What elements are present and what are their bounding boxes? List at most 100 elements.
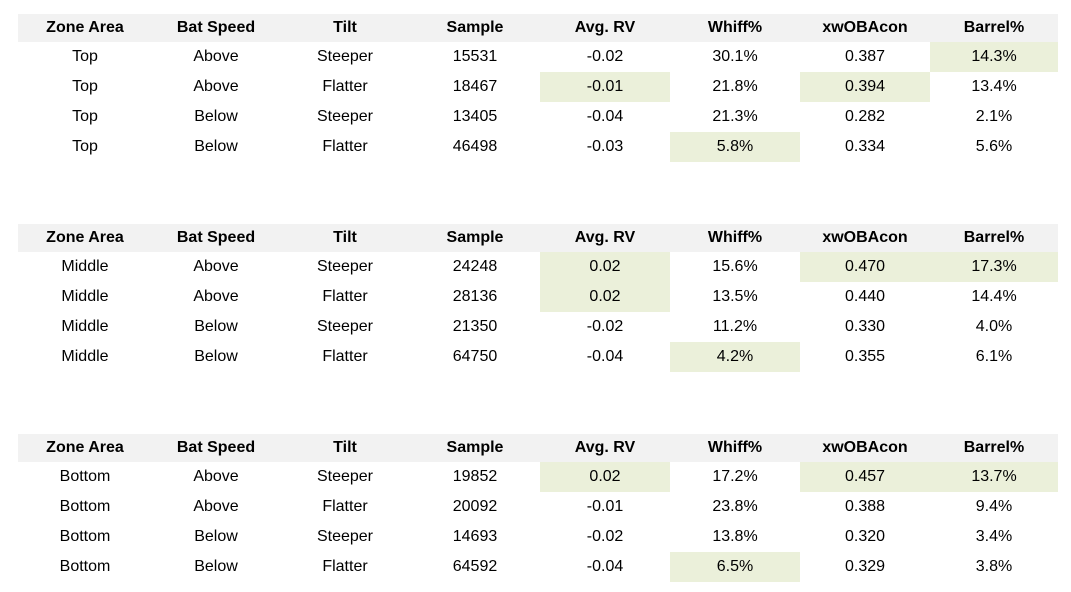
stats-table-top: Zone Area Bat Speed Tilt Sample Avg. RV Whiff… (18, 14, 1058, 162)
table-row: Middle Below Steeper 21350 -0.02 11.2% 0.330 4.… (18, 312, 1058, 342)
cell-barrel-pct: 9.4% (975, 498, 1013, 515)
cell-avg-rv: -0.01 (540, 72, 670, 102)
cell-bat-speed: Above (193, 498, 239, 515)
cell-whiff-pct: 23.8% (712, 498, 758, 515)
cell-barrel-pct: 4.0% (975, 318, 1013, 335)
cell-zone-area: Top (72, 108, 98, 125)
cell-bat-speed: Above (193, 468, 239, 485)
cell-sample: 64592 (452, 558, 498, 575)
cell-tilt: Flatter (322, 288, 368, 305)
cell-whiff-pct: 15.6% (712, 258, 758, 275)
table-row: Top Above Flatter 18467 -0.01 21.8% 0.394 13.4% (18, 72, 1058, 102)
cell-xwobacon: 0.457 (800, 462, 930, 492)
cell-sample: 46498 (452, 138, 498, 155)
stats-table-bottom: Zone Area Bat Speed Tilt Sample Avg. RV Whiff… (18, 434, 1058, 582)
tables-container: Zone Area Bat Speed Tilt Sample Avg. RV Whiff… (0, 14, 1071, 582)
column-header-tilt: Tilt (280, 224, 410, 252)
cell-tilt: Flatter (322, 138, 368, 155)
cell-xwobacon: 0.329 (844, 558, 886, 575)
column-header-avg-rv: Avg. RV (540, 434, 670, 462)
cell-sample: 19852 (452, 468, 498, 485)
cell-bat-speed: Above (193, 78, 239, 95)
cell-zone-area: Bottom (59, 528, 111, 545)
cell-barrel-pct: 2.1% (975, 108, 1013, 125)
column-header-avg-rv: Avg. RV (540, 224, 670, 252)
cell-avg-rv: -0.02 (586, 48, 624, 65)
column-header-bat-speed: Bat Speed (152, 224, 280, 252)
cell-avg-rv: -0.03 (586, 138, 624, 155)
cell-barrel-pct: 14.3% (930, 42, 1058, 72)
cell-zone-area: Top (72, 138, 98, 155)
cell-tilt: Steeper (316, 258, 374, 275)
cell-barrel-pct: 14.4% (971, 288, 1017, 305)
column-header-xwobacon: xwOBAcon (800, 224, 930, 252)
column-header-sample: Sample (410, 434, 540, 462)
column-header-barrel-pct: Barrel% (930, 434, 1058, 462)
cell-whiff-pct: 11.2% (712, 318, 758, 335)
cell-zone-area: Middle (61, 318, 109, 335)
cell-tilt: Steeper (316, 528, 374, 545)
column-header-xwobacon: xwOBAcon (800, 14, 930, 42)
cell-barrel-pct: 17.3% (930, 252, 1058, 282)
column-header-whiff-pct: Whiff% (670, 434, 800, 462)
cell-xwobacon: 0.388 (844, 498, 886, 515)
table-row: Top Below Flatter 46498 -0.03 5.8% 0.334 5.6% (18, 132, 1058, 162)
cell-sample: 20092 (452, 498, 498, 515)
header-row-bottom: Zone Area Bat Speed Tilt Sample Avg. RV Whiff… (18, 434, 1058, 462)
column-header-tilt: Tilt (280, 434, 410, 462)
cell-sample: 18467 (452, 78, 498, 95)
cell-xwobacon: 0.320 (844, 528, 886, 545)
cell-whiff-pct: 13.8% (712, 528, 758, 545)
cell-avg-rv: -0.02 (586, 528, 624, 545)
cell-tilt: Steeper (316, 108, 374, 125)
cell-whiff-pct: 21.8% (712, 78, 758, 95)
column-header-tilt: Tilt (280, 14, 410, 42)
cell-barrel-pct: 3.8% (975, 558, 1013, 575)
cell-barrel-pct: 13.7% (930, 462, 1058, 492)
cell-barrel-pct: 5.6% (975, 138, 1013, 155)
header-row-top: Zone Area Bat Speed Tilt Sample Avg. RV Whiff… (18, 14, 1058, 42)
table-row: Middle Above Flatter 28136 0.02 13.5% 0.440 14.… (18, 282, 1058, 312)
cell-zone-area: Top (72, 48, 98, 65)
cell-barrel-pct: 6.1% (975, 348, 1013, 365)
cell-bat-speed: Below (194, 348, 238, 365)
cell-sample: 14693 (452, 528, 498, 545)
column-header-bat-speed: Bat Speed (152, 14, 280, 42)
column-header-barrel-pct: Barrel% (930, 224, 1058, 252)
column-header-zone-area: Zone Area (18, 224, 152, 252)
cell-whiff-pct: 17.2% (712, 468, 758, 485)
cell-bat-speed: Above (193, 48, 239, 65)
cell-sample: 28136 (452, 288, 498, 305)
cell-whiff-pct: 5.8% (670, 132, 800, 162)
cell-zone-area: Bottom (59, 558, 111, 575)
header-row-middle: Zone Area Bat Speed Tilt Sample Avg. RV Whiff… (18, 224, 1058, 252)
cell-sample: 13405 (452, 108, 498, 125)
cell-zone-area: Top (72, 78, 98, 95)
cell-barrel-pct: 13.4% (971, 78, 1017, 95)
column-header-zone-area: Zone Area (18, 14, 152, 42)
cell-zone-area: Bottom (59, 468, 111, 485)
cell-tilt: Steeper (316, 48, 374, 65)
cell-zone-area: Middle (61, 348, 109, 365)
table-row: Middle Above Steeper 24248 0.02 15.6% 0.470 17.… (18, 252, 1058, 282)
column-header-sample: Sample (410, 14, 540, 42)
cell-tilt: Steeper (316, 468, 374, 485)
table-row: Top Below Steeper 13405 -0.04 21.3% 0.282 2.1% (18, 102, 1058, 132)
cell-bat-speed: Below (194, 528, 238, 545)
cell-xwobacon: 0.355 (844, 348, 886, 365)
cell-avg-rv: -0.04 (586, 558, 624, 575)
stats-table-middle: Zone Area Bat Speed Tilt Sample Avg. RV Whiff… (18, 224, 1058, 372)
cell-avg-rv: 0.02 (540, 462, 670, 492)
column-header-bat-speed: Bat Speed (152, 434, 280, 462)
cell-whiff-pct: 13.5% (712, 288, 758, 305)
cell-bat-speed: Below (194, 108, 238, 125)
cell-tilt: Flatter (322, 348, 368, 365)
cell-xwobacon: 0.282 (844, 108, 886, 125)
column-header-whiff-pct: Whiff% (670, 224, 800, 252)
cell-xwobacon: 0.470 (800, 252, 930, 282)
column-header-xwobacon: xwOBAcon (800, 434, 930, 462)
cell-bat-speed: Below (194, 138, 238, 155)
cell-whiff-pct: 6.5% (670, 552, 800, 582)
table-row: Bottom Below Flatter 64592 -0.04 6.5% 0.329 3.8… (18, 552, 1058, 582)
